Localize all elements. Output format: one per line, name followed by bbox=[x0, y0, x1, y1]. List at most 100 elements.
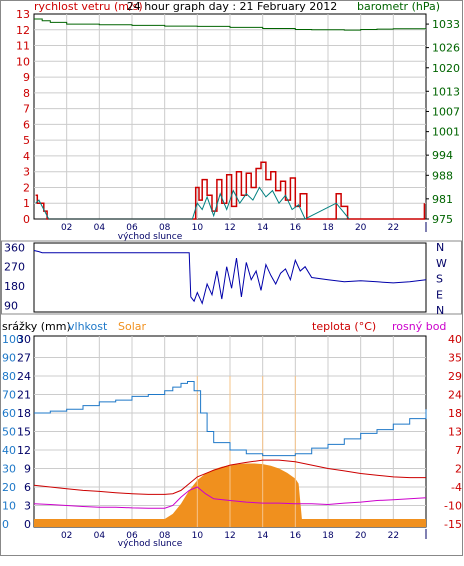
wind-hour-ticks: 02 04 06 08 10 12 14 16 18 20 22 bbox=[61, 222, 427, 233]
humidity-tick-label: 70 bbox=[2, 389, 16, 402]
rain-tick-label: 24 bbox=[17, 370, 31, 383]
humidity-tick-label: 30 bbox=[2, 463, 16, 476]
temp-hour-label: 08 bbox=[159, 531, 171, 541]
pressure-line bbox=[34, 18, 426, 31]
wind-hour-label: 04 bbox=[94, 223, 106, 233]
direction-compass-label: N bbox=[436, 304, 444, 317]
rain-tick-label: 15 bbox=[17, 426, 31, 439]
temp-hour-label: 22 bbox=[388, 531, 399, 541]
direction-compass-label: E bbox=[436, 288, 443, 301]
rain-tick-label: 3 bbox=[24, 500, 31, 513]
wind-tick-label: 6 bbox=[23, 118, 30, 131]
temp-hour-label: 06 bbox=[126, 531, 138, 541]
temp-hour-label: 14 bbox=[257, 531, 269, 541]
direction-line bbox=[33, 250, 427, 305]
temp-hour-label: 16 bbox=[290, 531, 302, 541]
wind-tick-label: 4 bbox=[23, 150, 30, 163]
direction-series bbox=[33, 250, 427, 305]
wind-hour-label: 12 bbox=[224, 223, 235, 233]
humidity-tick-label: 0 bbox=[2, 518, 9, 531]
direction-compass-label: S bbox=[436, 273, 443, 286]
temp-tick-label: 18 bbox=[448, 407, 462, 420]
direction-degree-ticks: 90 180 270 360 bbox=[4, 241, 25, 312]
pressure-tick-label: 994 bbox=[432, 149, 453, 162]
humidity-tick-label: 80 bbox=[2, 370, 16, 383]
page-title: 24 hour graph day : 21 February 2012 bbox=[127, 0, 338, 13]
wind-tick-label: 1 bbox=[23, 197, 30, 210]
pressure-tick-label: 1020 bbox=[432, 62, 460, 75]
temp-tick-label: -10 bbox=[444, 500, 462, 513]
pressure-tick-label: 975 bbox=[432, 213, 453, 226]
wind-series bbox=[34, 18, 426, 220]
wind-hour-label: 16 bbox=[290, 223, 302, 233]
dew-point-label: rosný bod bbox=[392, 320, 446, 333]
humidity-label: vlhkost bbox=[68, 320, 108, 333]
temp-tick-label: 24 bbox=[448, 389, 462, 402]
temp-hour-ticks: 02 04 06 08 10 12 14 16 18 20 22 bbox=[61, 529, 427, 541]
temp-series bbox=[33, 376, 427, 527]
wind-tick-label: 12 bbox=[16, 24, 30, 37]
temp-tick-label: 35 bbox=[448, 352, 462, 365]
rain-tick-label: 0 bbox=[24, 518, 31, 531]
humidity-tick-label: 90 bbox=[2, 352, 16, 365]
direction-degree-label: 90 bbox=[4, 300, 18, 313]
humidity-tick-label: 40 bbox=[2, 444, 16, 457]
wind-tick-label: 8 bbox=[23, 87, 30, 100]
wind-axis-title: rychlost vetru (m/s) bbox=[34, 0, 143, 13]
pressure-tick-label: 1013 bbox=[432, 85, 460, 98]
wind-gust-line bbox=[35, 161, 426, 220]
pressure-tick-label: 1033 bbox=[432, 18, 460, 31]
wind-tick-label: 11 bbox=[16, 40, 30, 53]
wind-tick-label: 10 bbox=[16, 55, 30, 68]
temp-tick-label: 29 bbox=[448, 370, 462, 383]
pressure-axis-ticks: 975 981 988 994 1001 1007 1013 1020 1026 1033 bbox=[426, 18, 460, 226]
temp-tick-label: 40 bbox=[448, 333, 462, 346]
wind-tick-label: 2 bbox=[23, 181, 30, 194]
temperature-label: teplota (°C) bbox=[312, 320, 376, 333]
temp-hour-label: 20 bbox=[355, 531, 367, 541]
wind-hour-label: 22 bbox=[388, 223, 399, 233]
wind-tick-label: 3 bbox=[23, 166, 30, 179]
wind-hour-label: 14 bbox=[257, 223, 269, 233]
dew-point-line bbox=[33, 486, 427, 509]
temp-tick-label: 7 bbox=[455, 444, 462, 457]
temp-hour-label: 12 bbox=[224, 531, 235, 541]
wind-hour-label: 10 bbox=[192, 223, 204, 233]
wind-grid bbox=[34, 14, 426, 219]
direction-degree-label: 360 bbox=[4, 241, 25, 254]
rain-tick-label: 18 bbox=[17, 407, 31, 420]
direction-plot-area bbox=[33, 242, 427, 313]
wind-tick-label: 9 bbox=[23, 71, 30, 84]
pressure-axis-title: barometr (hPa) bbox=[357, 0, 440, 13]
direction-degree-label: 180 bbox=[4, 280, 25, 293]
temp-hour-label: 18 bbox=[322, 531, 334, 541]
wind-hour-label: 20 bbox=[355, 223, 367, 233]
wind-average-line bbox=[35, 186, 350, 220]
temp-tick-label: 2 bbox=[455, 463, 462, 476]
pressure-tick-label: 1007 bbox=[432, 105, 460, 118]
wind-tick-label: 7 bbox=[23, 103, 30, 116]
wind-tick-label: 5 bbox=[23, 134, 30, 147]
humidity-tick-label: 20 bbox=[2, 481, 16, 494]
wind-hour-label: 08 bbox=[159, 223, 171, 233]
rain-label: srážky (mm) bbox=[2, 320, 71, 333]
rain-tick-label: 9 bbox=[24, 463, 31, 476]
humidity-line bbox=[34, 381, 427, 457]
temp-hour-label: 10 bbox=[192, 531, 204, 541]
humidity-tick-label: 60 bbox=[2, 407, 16, 420]
temperature-line bbox=[33, 459, 426, 495]
temp-tick-label: -15 bbox=[444, 518, 462, 531]
sunrise-label-2: východ slunce bbox=[118, 539, 183, 549]
wind-hour-label: 06 bbox=[126, 223, 138, 233]
rain-tick-label: 6 bbox=[24, 481, 31, 494]
temp-tick-label: -4 bbox=[451, 481, 462, 494]
pressure-tick-label: 1026 bbox=[432, 42, 460, 55]
rain-tick-label: 30 bbox=[17, 333, 31, 346]
humidity-tick-label: 10 bbox=[2, 500, 16, 513]
